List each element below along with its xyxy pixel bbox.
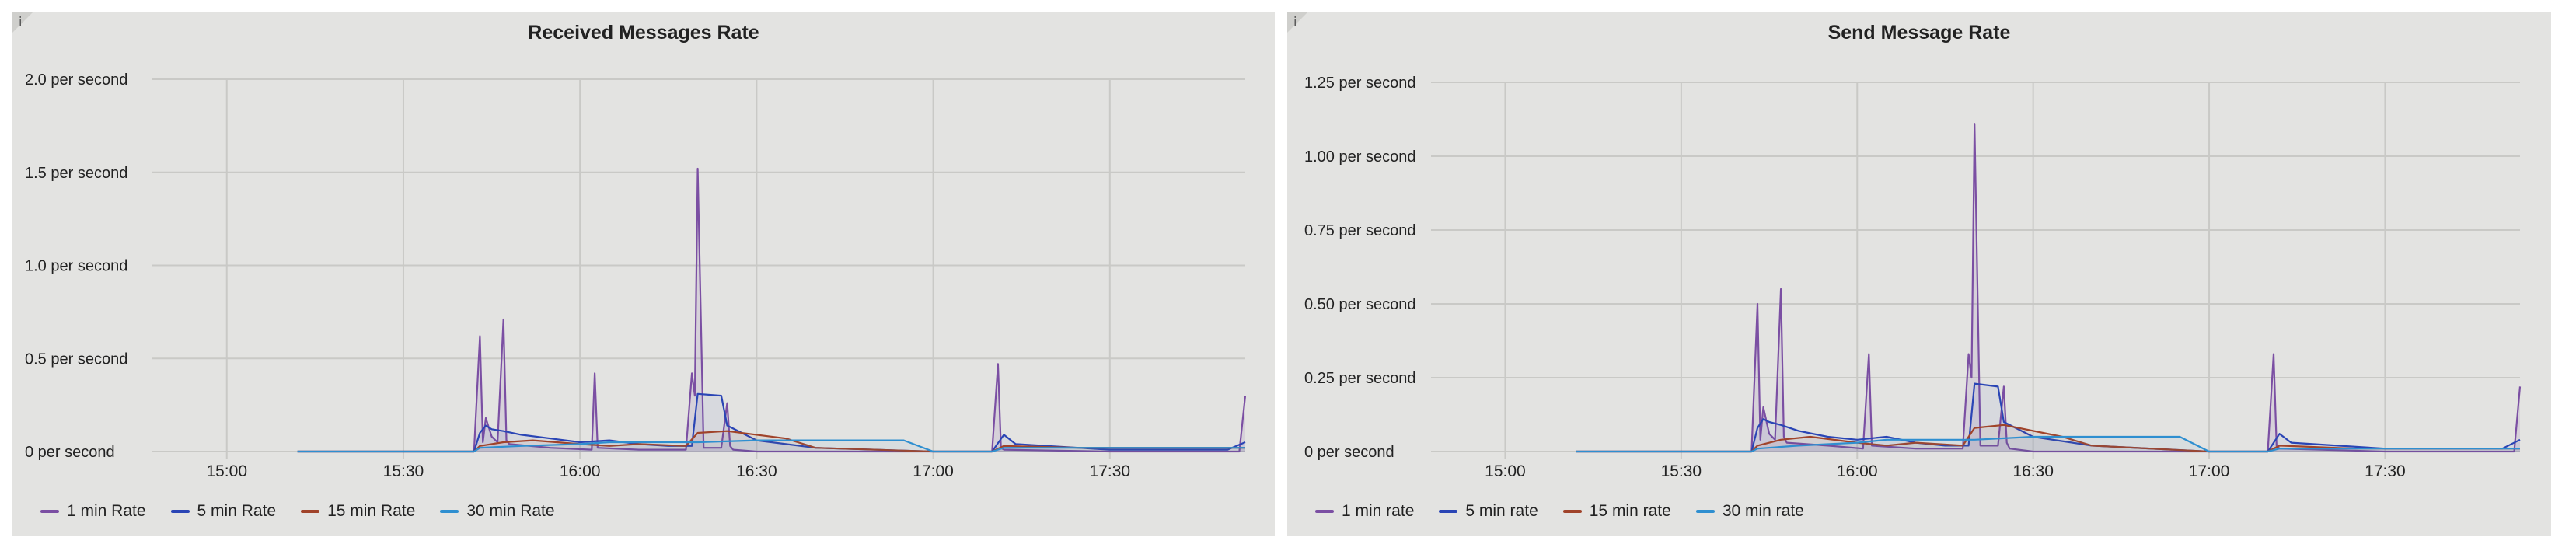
legend-swatch [40, 510, 59, 513]
series-area [1576, 124, 2520, 452]
y-tick-label: 0 per second [25, 444, 115, 461]
series-line [297, 439, 1245, 453]
series-line [297, 167, 1247, 453]
y-tick-label: 1.0 per second [25, 258, 127, 275]
y-tick-label: 0.50 per second [1304, 296, 1415, 313]
x-tick-label: 15:00 [206, 462, 247, 480]
panel-corner-marker [1287, 12, 1307, 33]
x-tick-label: 17:00 [913, 462, 954, 480]
legend-swatch [1439, 510, 1458, 513]
legend-swatch [1315, 510, 1334, 513]
series-line [1576, 382, 2521, 453]
legend-item[interactable]: 5 min Rate [170, 502, 277, 521]
y-tick-label: 0.25 per second [1304, 370, 1415, 387]
legend-label: 30 min rate [1722, 502, 1804, 520]
x-tick-label: 16:00 [560, 462, 601, 480]
legend-swatch [440, 510, 459, 513]
x-tick-label: 17:30 [1090, 462, 1131, 480]
legend-label: 5 min Rate [197, 502, 277, 520]
x-tick-label: 16:30 [2012, 462, 2054, 480]
legend-label: 1 min Rate [67, 502, 146, 520]
send-rate-plot: 0 per second 0.25 per second 0.50 per seco… [1304, 75, 2522, 480]
legend-swatch [301, 510, 320, 513]
legend-item[interactable]: 30 min rate [1695, 502, 1804, 521]
chart-legend: 1 min rate 5 min rate 15 min rate 30 min… [1315, 502, 1804, 521]
received-rate-plot: 0 per second 0.5 per second 1.0 per second… [25, 71, 1247, 480]
legend-label: 5 min rate [1465, 502, 1538, 520]
series-area [1576, 383, 2520, 452]
series-area [297, 440, 1246, 452]
panel-corner-marker [12, 12, 33, 33]
received-rate-panel: i Received Messages Rate 0 per second 0.5… [12, 12, 1275, 536]
series-line [1576, 123, 2522, 453]
legend-label: 30 min Rate [466, 502, 555, 520]
legend-label: 15 min Rate [327, 502, 416, 520]
info-icon[interactable]: i [19, 14, 23, 29]
legend-label: 15 min rate [1589, 502, 1671, 520]
legend-swatch [1562, 510, 1582, 513]
x-tick-label: 15:30 [1661, 462, 1702, 480]
y-tick-label: 2.0 per second [25, 71, 127, 89]
legend-item[interactable]: 1 min Rate [40, 502, 146, 521]
legend-label: 1 min rate [1342, 502, 1415, 520]
y-tick-label: 0 per second [1304, 444, 1394, 461]
chart-title: Received Messages Rate [528, 22, 759, 44]
info-icon[interactable]: i [1293, 14, 1297, 29]
x-tick-label: 15:30 [383, 462, 424, 480]
series-area [297, 169, 1246, 452]
legend-swatch [1695, 510, 1715, 513]
y-tick-label: 0.5 per second [25, 350, 127, 368]
x-tick-label: 16:30 [736, 462, 777, 480]
x-tick-label: 17:00 [2189, 462, 2230, 480]
y-tick-label: 1.5 per second [25, 165, 127, 182]
y-tick-label: 0.75 per second [1304, 222, 1415, 239]
x-tick-label: 17:30 [2365, 462, 2406, 480]
send-rate-panel: i Send Message Rate 0 per second 0.25 per… [1287, 12, 2551, 536]
x-tick-label: 16:00 [1837, 462, 1878, 480]
y-tick-label: 1.00 per second [1304, 148, 1415, 166]
series-line [297, 392, 1246, 453]
legend-item[interactable]: 15 min rate [1562, 502, 1671, 521]
x-tick-label: 15:00 [1485, 462, 1526, 480]
y-tick-label: 1.25 per second [1304, 75, 1415, 92]
series-area [1576, 437, 2520, 452]
legend-item[interactable]: 5 min rate [1439, 502, 1538, 521]
chart-legend: 1 min Rate 5 min Rate 15 min Rate 30 min… [40, 502, 555, 521]
legend-swatch [170, 510, 190, 513]
legend-item[interactable]: 30 min Rate [440, 502, 555, 521]
legend-item[interactable]: 1 min rate [1315, 502, 1414, 521]
chart-title: Send Message Rate [1827, 22, 2011, 44]
legend-item[interactable]: 15 min Rate [301, 502, 415, 521]
series-line [1576, 435, 2520, 453]
